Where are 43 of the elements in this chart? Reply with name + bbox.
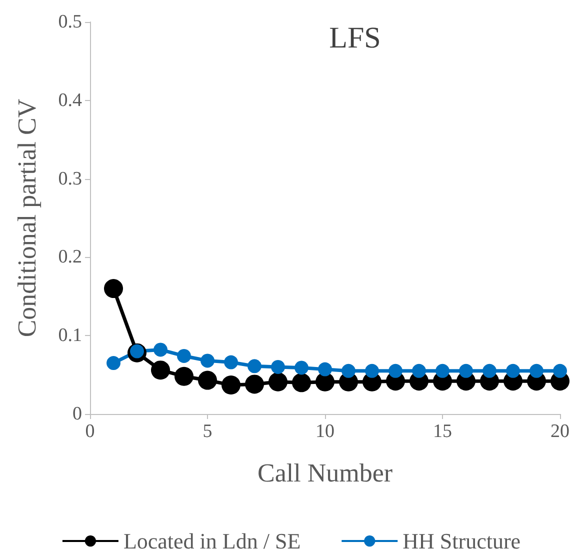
point — [248, 359, 262, 374]
y-tick-label: 0.3 — [58, 168, 82, 190]
point — [268, 372, 288, 392]
x-axis-title: Call Number — [257, 458, 393, 488]
y-tick-label: 0.5 — [58, 12, 82, 32]
legend-label: Located in Ldn / SE — [123, 528, 301, 554]
point — [482, 364, 496, 378]
point — [104, 279, 123, 298]
y-axis-title: Conditional partial CV — [12, 98, 42, 338]
point — [154, 342, 168, 357]
point — [292, 373, 311, 392]
point — [530, 364, 544, 378]
point — [342, 364, 356, 378]
point — [198, 370, 217, 390]
point — [245, 374, 264, 394]
point — [151, 360, 170, 380]
x-tick-label: 15 — [433, 421, 452, 442]
point — [106, 356, 120, 370]
legend-label: HH Structure — [402, 528, 521, 554]
x-tick-label: 5 — [202, 421, 212, 442]
chart-title: LFS — [329, 22, 381, 54]
y-tick-label: 0.1 — [58, 325, 82, 346]
point — [318, 362, 332, 376]
x-tick-label: 20 — [550, 421, 570, 442]
point — [506, 364, 520, 378]
point — [271, 360, 285, 374]
x-tick-label: 10 — [316, 421, 334, 442]
point — [436, 364, 450, 378]
point — [174, 366, 194, 386]
point — [412, 364, 426, 378]
point — [177, 348, 191, 363]
y-tick-label: 0.2 — [58, 246, 82, 268]
point — [388, 364, 402, 378]
point — [316, 372, 334, 392]
y-tick-label: 0.4 — [58, 90, 82, 111]
point — [222, 375, 240, 394]
point — [553, 364, 567, 378]
y-tick-label: 0 — [72, 404, 82, 424]
point — [200, 354, 214, 368]
point — [294, 360, 308, 375]
point — [459, 364, 473, 378]
point — [365, 364, 379, 378]
point — [224, 355, 238, 370]
